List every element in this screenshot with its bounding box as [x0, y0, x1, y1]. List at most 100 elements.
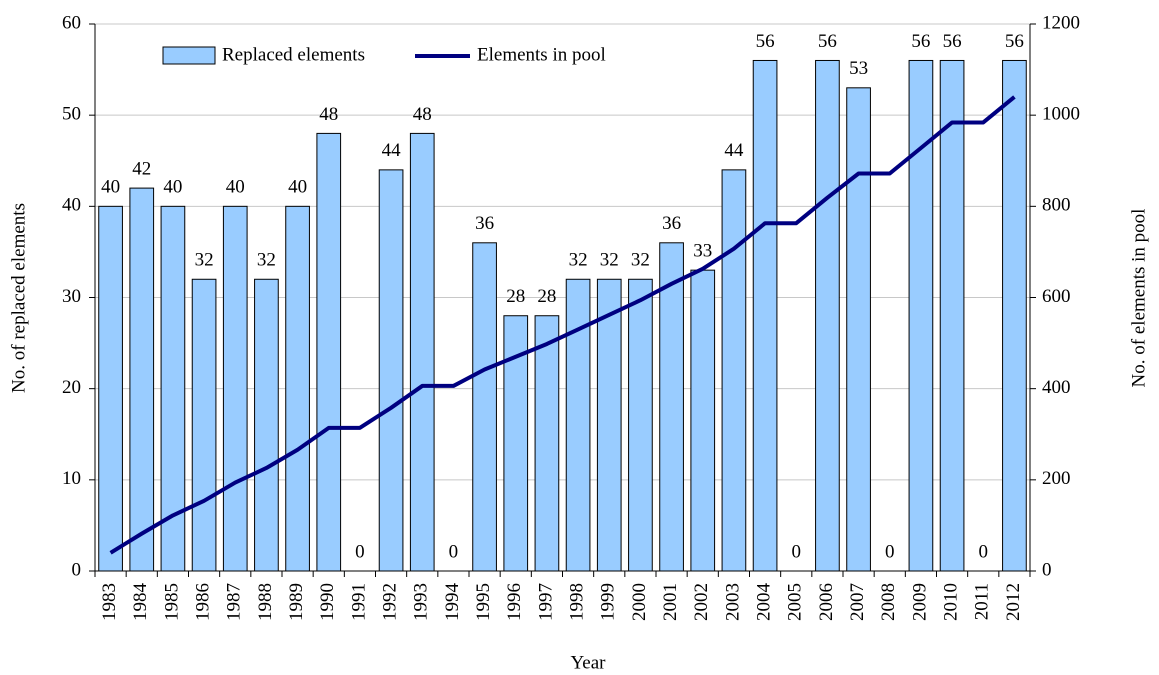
y2-tick-label: 200: [1042, 468, 1071, 489]
x-tick-label: 1983: [99, 583, 120, 621]
x-tick-label: 1995: [473, 583, 494, 621]
bar: [939, 59, 965, 572]
data-label: 44: [724, 140, 744, 161]
data-label: 56: [943, 31, 962, 52]
data-label: 56: [818, 31, 837, 52]
y2-tick-label: 800: [1042, 195, 1071, 216]
x-tick-label: 2007: [847, 583, 868, 621]
x-tick-label: 1993: [411, 583, 432, 621]
data-label: 32: [600, 250, 619, 271]
bar: [659, 242, 684, 572]
y-tick-label: 50: [62, 104, 81, 125]
bar: [628, 278, 653, 572]
data-label: 48: [413, 104, 432, 125]
x-tick-label: 2008: [878, 583, 899, 621]
y2-tick-label: 0: [1042, 559, 1052, 580]
x-tick-label: 1985: [161, 583, 182, 621]
bar: [815, 59, 840, 572]
bar: [378, 169, 404, 572]
data-label: 56: [756, 31, 775, 52]
bar: [285, 205, 310, 572]
data-label: 36: [662, 213, 681, 234]
y2-axis-title: No. of elements in pool: [1128, 209, 1149, 388]
bar: [534, 315, 560, 572]
x-tick-label: 1989: [286, 583, 307, 621]
y2-tick-label: 600: [1042, 286, 1071, 307]
data-label: 40: [226, 177, 245, 198]
x-tick-label: 2001: [660, 583, 681, 621]
x-tick-label: 1990: [317, 583, 338, 621]
data-label: 40: [288, 177, 307, 198]
x-tick-label: 2003: [722, 583, 743, 621]
bar: [222, 205, 248, 572]
data-label: 53: [849, 58, 868, 79]
x-tick-label: 1988: [255, 583, 276, 621]
x-tick-label: 2002: [691, 583, 712, 621]
data-label: 36: [475, 213, 494, 234]
x-tick-label: 2000: [629, 583, 650, 621]
bar: [472, 242, 497, 572]
x-tick-label: 2011: [972, 583, 993, 620]
bar: [596, 278, 622, 572]
y2-tick-label: 400: [1042, 377, 1071, 398]
data-label: 40: [101, 177, 120, 198]
data-label: 0: [355, 541, 365, 562]
x-axis-title: Year: [570, 652, 606, 673]
y2-tick-label: 1000: [1042, 104, 1080, 125]
x-tick-label: 1984: [130, 583, 151, 622]
x-tick-label: 1997: [535, 583, 556, 621]
bar: [565, 278, 591, 572]
data-label: 32: [569, 250, 588, 271]
x-tick-label: 1999: [598, 583, 619, 621]
data-label: 42: [132, 158, 151, 179]
bar: [409, 132, 435, 572]
data-label: 56: [911, 31, 930, 52]
data-label: 0: [885, 541, 895, 562]
x-tick-label: 2009: [909, 583, 930, 621]
x-tick-label: 1998: [566, 583, 587, 621]
bar: [908, 59, 934, 572]
bar: [846, 87, 871, 572]
x-tick-label: 2010: [940, 583, 961, 621]
data-label: 0: [792, 541, 802, 562]
data-label: 0: [979, 541, 989, 562]
data-label: 40: [163, 177, 182, 198]
bar: [690, 269, 716, 572]
bar: [1002, 59, 1027, 572]
bar: [752, 59, 778, 572]
y-tick-label: 30: [62, 286, 81, 307]
x-tick-label: 1994: [442, 583, 463, 622]
data-label: 32: [195, 250, 214, 271]
x-tick-label: 1991: [348, 583, 369, 621]
x-tick-label: 1996: [504, 583, 525, 621]
data-label: 28: [537, 286, 556, 307]
x-tick-label: 2006: [816, 583, 837, 621]
x-tick-label: 2005: [785, 583, 806, 621]
y-tick-label: 0: [72, 559, 82, 580]
data-label: 48: [319, 104, 338, 125]
legend-label: Replaced elements: [222, 44, 365, 65]
bar: [98, 205, 123, 572]
bar: [721, 169, 747, 572]
y-tick-label: 40: [62, 195, 81, 216]
bar: [254, 278, 279, 572]
x-tick-label: 1992: [379, 583, 400, 621]
y-tick-label: 10: [62, 468, 81, 489]
data-label: 28: [506, 286, 525, 307]
bar: [316, 132, 342, 572]
x-tick-label: 1987: [224, 583, 245, 621]
y-axis-title: No. of replaced elements: [8, 203, 29, 393]
data-label: 32: [631, 250, 650, 271]
data-label: 32: [257, 250, 276, 271]
x-tick-label: 2012: [1003, 583, 1024, 621]
bar: [129, 187, 155, 572]
bar: [191, 278, 217, 572]
line: [109, 95, 1016, 555]
data-label: 56: [1005, 31, 1024, 52]
x-tick-label: 2004: [753, 583, 774, 622]
y-tick-label: 20: [62, 377, 81, 398]
y-tick-label: 60: [62, 12, 81, 33]
data-label: 0: [449, 541, 459, 562]
y2-tick-label: 1200: [1042, 12, 1080, 33]
